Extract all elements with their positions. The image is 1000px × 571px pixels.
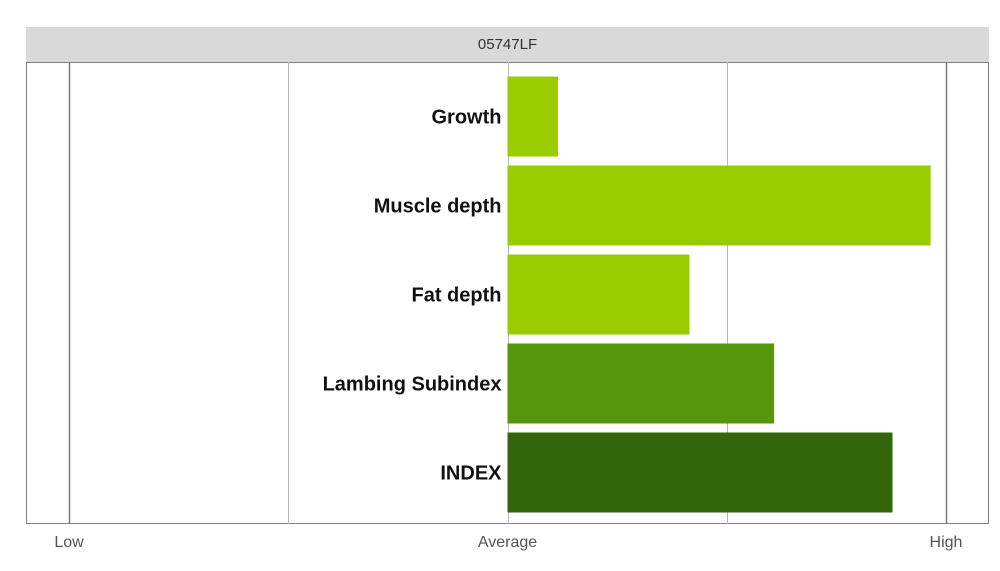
bar-muscle-depth [507,165,931,246]
category-label: Muscle depth [374,196,502,218]
x-axis: Low Average High [54,534,962,551]
bar-growth [507,76,558,157]
category-label: Fat depth [412,285,502,307]
bar-fat-depth [507,254,690,335]
bar-index [507,432,893,513]
chart-plot: Growth Muscle depth Fat depth Lambing Subin… [26,62,989,524]
bars [507,76,931,513]
category-label: Growth [432,107,502,129]
x-tick-label: High [930,534,963,551]
x-tick-label: Low [54,534,84,551]
bar-lambing-subindex [507,343,775,424]
x-axis-tick-labels: Low Average High [54,534,962,551]
category-label: Lambing Subindex [323,374,502,396]
category-label: INDEX [440,463,502,485]
category-labels: Growth Muscle depth Fat depth Lambing Subin… [323,107,503,485]
x-tick-label: Average [478,534,537,551]
chart-title: 05747LF [26,27,989,62]
chart-panel: Growth Muscle depth Fat depth Lambing Subin… [26,27,989,524]
